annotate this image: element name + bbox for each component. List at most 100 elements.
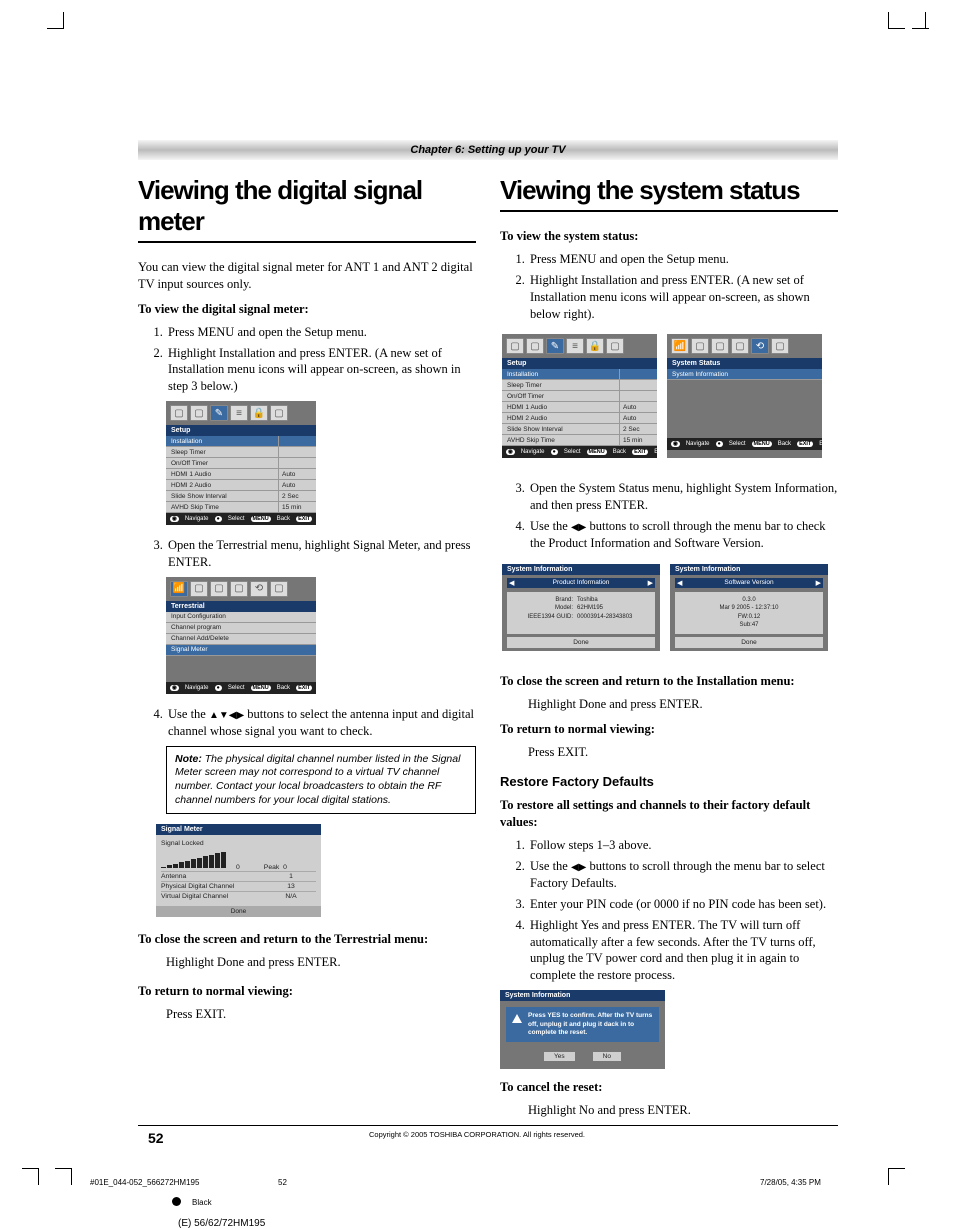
return-text: Press EXIT. <box>528 744 838 761</box>
close-heading: To close the screen and return to the Te… <box>138 931 476 948</box>
crop-mark <box>912 28 929 29</box>
osd-icon-active: ✎ <box>210 405 228 421</box>
heading-system-status: Viewing the system status <box>500 175 838 212</box>
step-2: Highlight Installation and press ENTER. … <box>166 345 476 396</box>
copyright: Copyright © 2005 TOSHIBA CORPORATION. Al… <box>0 1130 954 1139</box>
restore-procedure-heading: To restore all settings and channels to … <box>500 797 838 831</box>
osd-icon: ▢ <box>210 581 228 597</box>
osd-icon: ▢ <box>170 405 188 421</box>
cancel-heading: To cancel the reset: <box>500 1079 838 1096</box>
restore-step-3: Enter your PIN code (or 0000 if no PIN c… <box>528 896 838 913</box>
osd-icon: ▢ <box>270 581 288 597</box>
crop-mark <box>55 1168 72 1169</box>
footer-page: 52 <box>278 1178 287 1187</box>
footer-model: (E) 56/62/72HM195 <box>178 1218 265 1229</box>
crop-mark <box>63 12 64 29</box>
close-heading: To close the screen and return to the In… <box>500 673 838 690</box>
crop-mark <box>38 1168 39 1185</box>
procedure-heading: To view the system status: <box>500 228 838 245</box>
osd-terrestrial-menu: 📶 ▢ ▢ ▢ ⟲ ▢ Terrestrial Input Configurat… <box>166 577 316 694</box>
return-heading: To return to normal viewing: <box>500 721 838 738</box>
cancel-text: Highlight No and press ENTER. <box>528 1102 838 1119</box>
close-text: Highlight Done and press ENTER. <box>528 696 838 713</box>
left-column: Viewing the digital signal meter You can… <box>138 175 476 1125</box>
arrow-icons: ▲▼◀▶ <box>209 710 244 721</box>
step-1: Press MENU and open the Setup menu. <box>166 324 476 341</box>
pill-icon: ● <box>215 516 222 522</box>
osd-iconrow: ▢ ▢ ✎ ≡ 🔒 ▢ <box>166 401 316 425</box>
osd-setup-menu: ▢▢✎≡🔒▢ Setup InstallationSleep TimerOn/O… <box>502 334 657 458</box>
osd-reset-warning: System Information Press YES to confirm.… <box>500 990 665 1069</box>
osd-pair: ▢▢✎≡🔒▢ Setup InstallationSleep TimerOn/O… <box>502 328 838 470</box>
osd-system-status-menu: 📶▢▢▢⟲▢ System Status System Information … <box>667 334 822 458</box>
osd-icon-active: 📶 <box>170 581 188 597</box>
arrow-icons: ◀▶ <box>571 522 586 533</box>
osd-spacer <box>166 656 316 682</box>
crop-mark <box>22 1168 39 1169</box>
chapter-header: Chapter 6: Setting up your TV <box>138 140 838 160</box>
right-column: Viewing the system status To view the sy… <box>500 175 838 1125</box>
footer-black: Black <box>192 1198 212 1207</box>
pill-icon: ◉ <box>170 516 179 522</box>
osd-icon: ▢ <box>190 405 208 421</box>
crop-mark <box>888 1168 889 1185</box>
crop-mark <box>47 28 64 29</box>
footer-date: 7/28/05, 4:35 PM <box>760 1178 821 1187</box>
page-rule <box>138 1125 838 1126</box>
arrow-icons: ◀▶ <box>571 862 586 873</box>
osd-icon: ▢ <box>230 581 248 597</box>
osd-signal-meter: Signal Meter Signal Locked 0 Peak 0 Ante… <box>156 824 321 917</box>
restore-step-4: Highlight Yes and press ENTER. The TV wi… <box>528 917 838 985</box>
crop-mark <box>71 1168 72 1185</box>
pill-icon: ◉ <box>170 685 179 691</box>
crop-mark <box>888 28 905 29</box>
return-heading: To return to normal viewing: <box>138 983 476 1000</box>
note-box: Note: The physical digital channel numbe… <box>166 746 476 815</box>
pill-icon: MENU <box>251 685 271 691</box>
osd-title: Setup <box>166 425 316 436</box>
crop-mark <box>925 12 926 29</box>
osd-iconrow: 📶 ▢ ▢ ▢ ⟲ ▢ <box>166 577 316 601</box>
osd-title: Signal Meter <box>156 824 321 835</box>
step-4: Use the ▲▼◀▶ buttons to select the anten… <box>166 706 476 740</box>
restore-step-2: Use the ◀▶ buttons to scroll through the… <box>528 858 838 892</box>
osd-icon: ▢ <box>270 405 288 421</box>
footer-filename: #01E_044-052_566272HM195 <box>90 1178 199 1187</box>
crop-mark <box>888 12 889 29</box>
signal-bars <box>161 850 226 868</box>
step-3: Open the Terrestrial menu, highlight Sig… <box>166 537 476 571</box>
osd-footer: ◉Navigate ●Select MENUBack EXITExit <box>166 682 316 694</box>
warning-message: Press YES to confirm. After the TV turns… <box>528 1012 653 1037</box>
registration-dot <box>172 1197 181 1206</box>
warning-icon <box>512 1014 522 1023</box>
osd-product-info: System Information ◀Product Information▶… <box>502 564 660 651</box>
step-3: Open the System Status menu, highlight S… <box>528 480 838 514</box>
step-4: Use the ◀▶ buttons to scroll through the… <box>528 518 838 552</box>
osd-icon: ≡ <box>230 405 248 421</box>
signal-locked-label: Signal Locked <box>161 840 316 847</box>
yes-button: Yes <box>544 1052 575 1061</box>
crop-mark <box>888 1168 905 1169</box>
osd-title: Terrestrial <box>166 601 316 612</box>
intro-text: You can view the digital signal meter fo… <box>138 259 476 293</box>
osd-icon: 🔒 <box>250 405 268 421</box>
step-1: Press MENU and open the Setup menu. <box>528 251 838 268</box>
osd-setup-menu: ▢ ▢ ✎ ≡ 🔒 ▢ Setup InstallationSleep Time… <box>166 401 316 525</box>
pill-icon: ● <box>215 685 222 691</box>
no-button: No <box>593 1052 621 1061</box>
close-text: Highlight Done and press ENTER. <box>166 954 476 971</box>
pill-icon: MENU <box>251 516 271 522</box>
signal-current: 0 <box>236 864 240 871</box>
osd-icon: ▢ <box>190 581 208 597</box>
osd-footer: ◉Navigate ●Select MENUBack EXITExit <box>166 513 316 525</box>
main-content: Viewing the digital signal meter You can… <box>138 175 838 1125</box>
heading-digital-signal: Viewing the digital signal meter <box>138 175 476 243</box>
osd-icon: ⟲ <box>250 581 268 597</box>
osd-software-version: System Information ◀Software Version▶ 0.… <box>670 564 828 651</box>
pill-icon: EXIT <box>296 685 312 691</box>
restore-heading: Restore Factory Defaults <box>500 774 838 789</box>
pill-icon: EXIT <box>296 516 312 522</box>
restore-step-1: Follow steps 1–3 above. <box>528 837 838 854</box>
procedure-heading: To view the digital signal meter: <box>138 301 476 318</box>
step-2: Highlight Installation and press ENTER. … <box>528 272 838 323</box>
